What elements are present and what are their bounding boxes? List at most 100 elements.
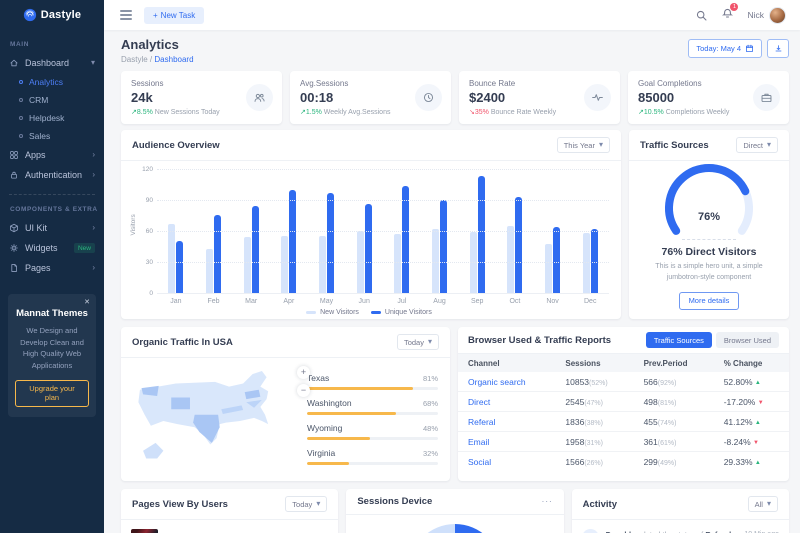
stat-label: Goal Completions xyxy=(638,79,702,88)
bar-group-mar xyxy=(232,170,270,294)
chart-legend: New Visitors Unique Visitors xyxy=(129,309,609,316)
audience-filter-select[interactable]: This Year xyxy=(556,137,610,153)
close-icon[interactable] xyxy=(84,298,90,306)
chevron-down-icon xyxy=(91,59,95,67)
subitem-label: Analytics xyxy=(29,77,64,87)
channel-link[interactable]: Referal xyxy=(468,416,496,427)
state-pct: 48% xyxy=(422,424,438,433)
promo-card: Mannat Themes We Design and Develop Clea… xyxy=(8,294,96,417)
chevron-down-icon xyxy=(428,338,432,346)
sidebar-item-widgets[interactable]: Widgets New xyxy=(0,238,104,258)
gauge-underline xyxy=(682,239,736,240)
sidebar-item-label: Authentication xyxy=(25,170,83,180)
main-area: + New Task 1 Nick Analytics xyxy=(104,0,800,533)
pages-view-filter-select[interactable]: Today xyxy=(285,496,328,512)
chevron-right-icon xyxy=(92,264,95,272)
state-name: Wyoming xyxy=(307,423,343,433)
file-icon xyxy=(11,264,17,272)
breadcrumb-separator: / xyxy=(149,55,153,64)
state-bar-row: Texas 81% xyxy=(307,373,438,390)
stat-value: 00:18 xyxy=(300,90,334,105)
more-details-button[interactable]: More details xyxy=(678,291,740,310)
usa-map[interactable] xyxy=(129,365,301,477)
table-row: Referal 1836(38%) 455(74%) 41.12% xyxy=(458,411,789,432)
traffic-description: This is a simple hero unit, a simple jum… xyxy=(655,263,763,281)
search-icon[interactable] xyxy=(695,9,708,22)
table-row: Direct 2545(47%) 498(81%) -17.20% xyxy=(458,391,789,412)
state-pct: 68% xyxy=(422,399,438,408)
bar-group-apr xyxy=(270,170,308,294)
sidebar-subitem-helpdesk[interactable]: Helpdesk xyxy=(0,109,104,127)
activity-filter-select[interactable]: All xyxy=(747,496,778,512)
map-zoom-in-button[interactable]: + xyxy=(297,366,310,379)
chevron-right-icon xyxy=(92,171,95,179)
state-bar-row: Wyoming 48% xyxy=(307,423,438,440)
stat-delta: 35% xyxy=(469,109,489,116)
stat-note: New Sessions Today xyxy=(154,109,220,116)
organic-traffic-panel: Organic Traffic In USA Today xyxy=(121,327,450,481)
bar-group-jun xyxy=(345,170,383,294)
stat-label: Bounce Rate xyxy=(469,79,516,88)
new-badge: New xyxy=(73,243,95,253)
new-task-button[interactable]: + New Task xyxy=(144,6,205,24)
stat-card-bounce-rate: Bounce Rate $2400 35% Bounce Rate Weekly xyxy=(459,71,620,124)
bar-group-aug xyxy=(421,170,459,294)
col-sessions: Sessions xyxy=(555,354,634,372)
notifications-button[interactable]: 1 xyxy=(721,3,739,23)
activity-time: 10 Min ago xyxy=(744,529,779,533)
sidebar-subitem-sales[interactable]: Sales xyxy=(0,127,104,145)
lock-icon xyxy=(11,171,17,179)
brand-swirl-icon xyxy=(23,8,36,22)
sidebar-subitem-crm[interactable]: CRM xyxy=(0,91,104,109)
channel-link[interactable]: Social xyxy=(468,456,492,467)
upgrade-plan-button[interactable]: Upgrade your plan xyxy=(15,379,89,407)
subitem-label: CRM xyxy=(29,95,49,105)
channel-link[interactable]: Direct xyxy=(468,396,491,407)
breadcrumb: Dastyle / Dashboard xyxy=(121,55,194,64)
panel-title: Sessions Device xyxy=(357,496,433,507)
sessions-device-donut-chart xyxy=(408,524,501,533)
sidebar-subitem-analytics[interactable]: Analytics xyxy=(0,73,104,91)
col-change: % Change xyxy=(713,354,789,372)
traffic-filter-select[interactable]: Direct xyxy=(736,137,778,153)
topbar: + New Task 1 Nick xyxy=(104,0,800,30)
bar-group-nov xyxy=(534,170,572,294)
legend-marker-unique-visitors xyxy=(370,311,381,314)
channel-link[interactable]: Email xyxy=(468,436,490,447)
sidebar-item-dashboard[interactable]: Dashboard xyxy=(0,53,104,73)
sidebar-item-apps[interactable]: Apps xyxy=(0,145,104,165)
bullet-icon xyxy=(19,134,23,138)
activity-icon xyxy=(592,94,603,101)
subitem-label: Sales xyxy=(29,131,51,141)
sidebar-item-pages[interactable]: Pages xyxy=(0,258,104,278)
trend-down-icon xyxy=(758,400,764,406)
breadcrumb-current: Dashboard xyxy=(154,55,194,64)
organic-filter-select[interactable]: Today xyxy=(396,334,439,350)
subitem-label: Helpdesk xyxy=(29,113,65,123)
channel-link[interactable]: Organic search xyxy=(468,376,526,387)
more-options-icon[interactable] xyxy=(542,498,553,506)
sidebar-item-uikit[interactable]: UI Kit xyxy=(0,218,104,238)
stat-label: Avg.Sessions xyxy=(300,79,349,88)
table-row: Email 1958(31%) 361(61%) -8.24% xyxy=(458,431,789,452)
activity-item: Donald updated the status of Refund #123… xyxy=(572,520,789,533)
state-bar-row: Virginia 32% xyxy=(307,448,438,465)
y-axis-ticks: 0 30 60 90 120 xyxy=(142,166,153,297)
sidebar-caption-main: MAIN xyxy=(10,41,30,48)
state-pct: 32% xyxy=(422,449,438,458)
menu-toggle-icon[interactable] xyxy=(118,8,134,22)
sidebar-item-authentication[interactable]: Authentication xyxy=(0,165,104,185)
activity-text: Donald updated the status of Refund #123… xyxy=(606,529,738,533)
stats-row: Sessions 24k 8.5% New Sessions Today Avg… xyxy=(121,71,789,124)
stat-delta: 1.5% xyxy=(300,109,322,116)
user-menu[interactable]: Nick xyxy=(747,6,786,24)
breadcrumb-brand[interactable]: Dastyle xyxy=(121,55,148,64)
download-report-button[interactable] xyxy=(767,39,789,58)
date-range-button[interactable]: Today: May 4 xyxy=(688,39,762,58)
tab-traffic-sources[interactable]: Traffic Sources xyxy=(645,332,712,348)
brand-logo[interactable]: Dastyle xyxy=(0,0,104,30)
map-zoom-out-button[interactable]: − xyxy=(297,384,310,397)
tab-browser-used[interactable]: Browser Used xyxy=(715,332,779,348)
col-channel: Channel xyxy=(458,354,556,372)
